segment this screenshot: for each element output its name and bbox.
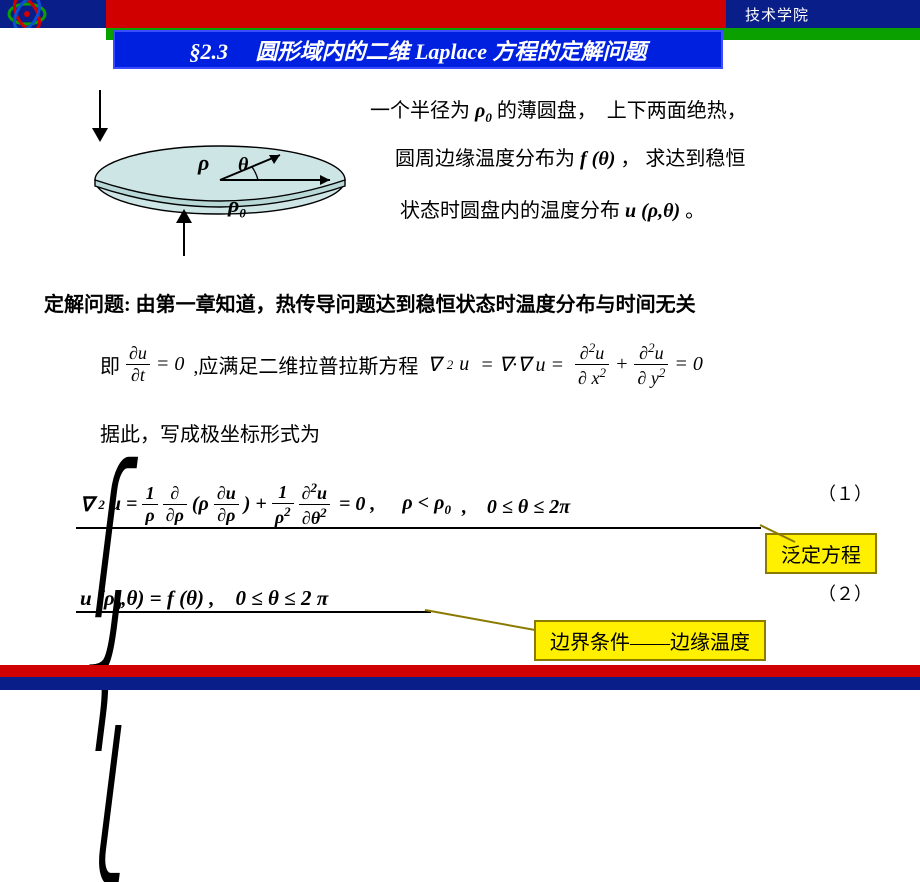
callout-arrow-icon [720, 500, 810, 550]
topbar-segment [106, 0, 726, 28]
bottombar-segment [0, 677, 920, 690]
equation-bc: u (ρ0,θ) = f (θ) , 0 ≤ θ ≤ 2 π [80, 582, 328, 614]
callout-bc: 边界条件——边缘温度 [534, 620, 766, 661]
callout-arrow-icon [400, 605, 560, 645]
problem-text: 圆周边缘温度分布为 f (θ) ， 求达到稳恒 [395, 140, 905, 178]
logo-icon [5, 0, 100, 28]
disc-label-theta: θ [238, 154, 248, 177]
bottombar-segment [0, 665, 920, 677]
underline [76, 611, 431, 613]
section-title: §2.3 圆形域内的二维 Laplace 方程的定解问题 [113, 30, 723, 69]
problem-text: 一个半径为 ρ0 的薄圆盘， 上下两面绝热， [370, 92, 900, 131]
arrow-head-icon [92, 128, 108, 142]
institution-label: 技术学院 [745, 4, 809, 25]
equation-steady: 即 ∂u∂t = 0 ,应满足二维拉普拉斯方程 ∇2u = ∇·∇ u = ∂2… [100, 340, 703, 389]
disc-label-rho0: ρ0 [228, 192, 246, 221]
equation-pde: ∇2u = 1ρ ∂∂ρ (ρ ∂u∂ρ ) + 1ρ2 ∂2u∂θ2 = 0 … [80, 480, 570, 529]
equation-number: （１） [818, 480, 872, 506]
top-bar: 技术学院 [0, 0, 920, 28]
section-heading: 定解问题: 由第一章知道，热传导问题达到稳恒状态时温度分布与时间无关 [44, 286, 696, 324]
disc-label-rho: ρ [198, 150, 209, 176]
equation-number: （２） [818, 580, 872, 606]
polar-intro: 据此，写成极坐标形式为 [100, 416, 320, 454]
problem-text: 状态时圆盘内的温度分布 u (ρ,θ) 。 [400, 192, 910, 230]
disc-diagram [80, 130, 360, 280]
bottom-bar [0, 665, 920, 690]
arrow-head-icon [176, 209, 192, 223]
underline [76, 527, 761, 529]
